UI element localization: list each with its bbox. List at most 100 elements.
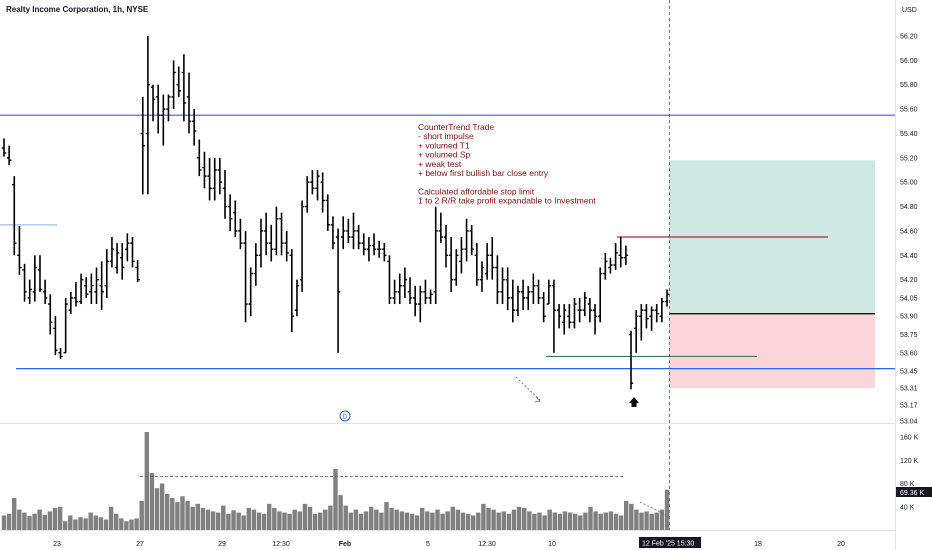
ohlc-bar (382, 243, 387, 262)
ohlc-bar (186, 72, 192, 134)
volume-bar (639, 512, 644, 530)
volume-bar (78, 517, 83, 530)
volume-bar (634, 509, 639, 530)
volume-bar (63, 521, 68, 530)
time-tick-label: 10 (548, 541, 556, 548)
volume-bar (312, 513, 318, 530)
price-tick-label: 54.20 (900, 277, 918, 284)
ohlc-bar (418, 285, 423, 323)
ohlc-bar (78, 273, 84, 305)
volume-bar (384, 502, 389, 530)
volume-bar (343, 505, 348, 530)
ohlc-bar (618, 237, 623, 268)
volume-bar (68, 515, 73, 530)
ohlc-bar (269, 224, 274, 262)
ohlc-bar (567, 304, 572, 329)
volume-bar (481, 503, 486, 530)
ohlc-bar (330, 216, 336, 250)
price-axis[interactable]: 56.20 56.00 55.80 55.60 55.40 55.20 55.00 54.80… (900, 34, 918, 426)
ohlc-bar (649, 306, 654, 331)
volume-bar (73, 519, 78, 530)
ohlc-bar (515, 285, 521, 317)
volume-bar (241, 515, 246, 530)
volume-tick-label: 40 K (900, 504, 915, 511)
volume-bar (348, 512, 353, 530)
ohlc-bar (150, 84, 156, 122)
volume-bar (664, 489, 670, 530)
volume-bar (374, 509, 379, 530)
ohlc-bar (238, 218, 243, 250)
ohlc-bar (161, 94, 166, 146)
volume-bar (307, 506, 313, 530)
volume-bar (175, 502, 180, 530)
price-tick-label: 55.40 (900, 131, 918, 138)
ohlc-bar (212, 157, 217, 201)
ohlc-bar (222, 170, 228, 219)
up-arrow-icon[interactable] (629, 397, 639, 407)
volume-bar (527, 511, 532, 530)
ohlc-bar (551, 279, 557, 353)
volume-bar (537, 512, 542, 530)
volume-bar (328, 505, 333, 530)
volume-bar (287, 513, 292, 530)
ohlc-bar (305, 176, 310, 213)
volume-bar (394, 509, 399, 530)
ohlc-bar (484, 243, 490, 280)
volume-bar (292, 509, 297, 530)
stop-loss-zone[interactable] (669, 313, 875, 389)
annotation-line: + volumed T1 (418, 140, 470, 150)
volume-axis[interactable]: 160 K 120 K 80 K 40 K (900, 435, 919, 512)
volume-bar (170, 498, 175, 530)
ohlc-bar (526, 285, 531, 311)
ohlc-bar (659, 297, 665, 323)
ohlc-bar (572, 297, 577, 329)
ohlc-bar (448, 237, 454, 292)
ohlc-bar (258, 218, 264, 268)
ohlc-bar (387, 255, 392, 305)
volume-bar (98, 517, 104, 530)
volume-bar (83, 518, 88, 530)
ohlc-bar (243, 230, 248, 323)
price-tick-label: 54.40 (900, 253, 918, 260)
ohlc-bar (510, 279, 516, 323)
volume-bar (302, 503, 308, 530)
ohlc-bar (562, 304, 567, 335)
dividend-marker[interactable] (339, 410, 351, 422)
volume-bar (476, 512, 481, 530)
annotation-text[interactable]: CounterTrend Trade- short impulse+ volum… (418, 122, 596, 206)
ohlc-bar (402, 267, 408, 298)
volume-bar (103, 519, 109, 530)
volume-bar (409, 513, 415, 530)
price-bars (1, 36, 670, 390)
volume-bar (593, 511, 598, 530)
volume-bar (267, 503, 272, 530)
volume-bar (185, 500, 190, 530)
volume-tick-label: 160 K (900, 435, 919, 442)
time-axis[interactable]: 23 27 29 12:30 Feb 5 12:30 10 18 20 (53, 541, 845, 548)
ohlc-bar (628, 330, 634, 390)
volume-bar (644, 511, 649, 530)
annotation-line: - short impulse (418, 131, 474, 141)
volume-bar (251, 509, 257, 530)
volume-bar (114, 513, 119, 530)
ohlc-bar (284, 230, 289, 262)
volume-bar (613, 513, 619, 530)
volume-bar (22, 512, 27, 530)
ohlc-bar (191, 109, 197, 146)
ohlc-bar (176, 66, 181, 97)
ohlc-bar (479, 261, 485, 292)
volume-bar (205, 509, 211, 530)
ohlc-bar (587, 297, 593, 323)
volume-bar (47, 511, 53, 530)
time-tick-label: 12:30 (478, 541, 496, 548)
volume-bar (57, 506, 63, 530)
volume-bar (598, 513, 603, 530)
volume-bar (37, 509, 42, 530)
ohlc-bar (325, 194, 330, 231)
volume-bar (557, 513, 563, 530)
ohlc-bar (341, 216, 346, 250)
ohlc-bar (613, 243, 618, 270)
volume-bar (144, 432, 149, 530)
volume-bar (460, 512, 466, 530)
